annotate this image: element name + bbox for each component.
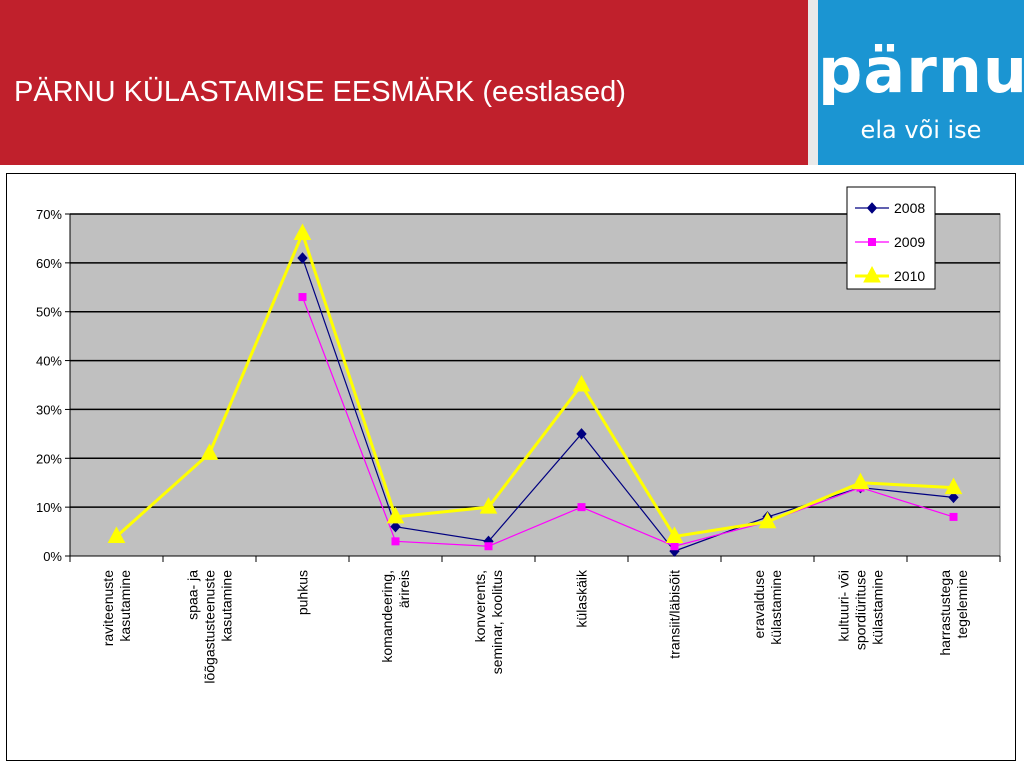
x-category-label: kasutamine [219,570,235,642]
parnu-logo: pärnu ela või ise [818,0,1024,165]
logo-tagline: ela või ise [860,116,982,144]
data-point-2009 [484,542,493,551]
legend-marker [863,265,881,283]
y-tick-label: 50% [36,305,62,320]
x-category-label: transiit/läbisõit [667,570,683,659]
y-tick-label: 20% [36,451,62,466]
x-category-label: külaskäik [574,569,590,628]
line-chart: 0%10%20%30%40%50%60%70%raviteenuste kasut… [36,186,1001,684]
x-category-label: komandeering, [379,570,395,663]
page-title: PÄRNU KÜLASTAMISE EESMÄRK (eestlased) [14,76,626,108]
header-divider [808,0,818,165]
legend-marker [868,238,876,246]
y-tick-label: 60% [36,256,62,271]
x-category-label: ärireis [396,570,412,608]
data-point-2008 [297,252,308,264]
data-point-2009 [577,503,586,512]
y-tick-label: 70% [36,207,62,222]
x-category-label: spaa- ja [185,570,201,620]
legend-label: 2009 [894,234,925,250]
x-category-label: tegelemine [954,570,970,639]
x-category-label: spordiürituse [853,570,869,650]
data-point-2008 [576,428,587,440]
legend-label: 2010 [894,268,925,284]
x-category-label: külastamine [870,570,886,645]
data-point-2010 [479,497,498,514]
legend-marker [866,202,878,214]
x-category-label: harrastustega [937,570,953,656]
x-category-label: konverents, [472,570,488,642]
x-category-label: lõõgastusteenuste [202,570,218,684]
data-point-2009 [298,293,307,302]
legend-label: 2008 [894,200,925,216]
x-category-label: puhkus [295,570,311,615]
chart-frame: 0% 10% 20% 30% 40% 50% 60% 70% raviteenuste kasut… [6,173,1016,761]
data-point-2010 [572,374,591,392]
x-category-label: eravalduse [751,570,767,639]
data-point-2010 [944,477,963,495]
data-point-2009 [391,537,400,546]
x-category-label: raviteenuste [100,570,116,646]
data-point-2010 [293,223,312,241]
data-point-2010 [200,443,219,460]
y-tick-label: 40% [36,354,62,369]
data-point-2008 [390,520,401,533]
data-point-2009 [949,512,958,521]
series-line-2009 [301,296,954,547]
x-category-label: seminar, koolitus [489,570,505,674]
y-tick-label: 30% [36,402,62,417]
y-tick-label: 10% [36,500,62,515]
data-point-2010 [107,526,126,543]
data-point-2010 [851,472,870,490]
data-point-2010 [386,506,405,524]
x-category-label: külastamine [768,570,784,645]
legend-box [846,186,936,290]
data-point-2010 [758,511,777,529]
x-category-label: kasutamine [117,570,133,642]
y-tick-label: 0% [43,549,62,564]
data-point-2009 [670,542,679,551]
x-category-label: kultuuri- või [836,570,852,642]
plot-area [69,213,1001,557]
series-line-2010 [115,229,954,539]
logo-wordmark: pärnu [818,34,1024,107]
series-line-2008 [301,257,954,552]
data-point-2008 [948,491,959,504]
data-point-2010 [665,526,684,543]
header-banner: PÄRNU KÜLASTAMISE EESMÄRK (eestlased) [0,0,808,165]
